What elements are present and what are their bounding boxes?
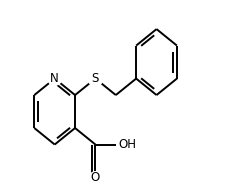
Circle shape — [89, 172, 101, 183]
Text: O: O — [90, 171, 100, 184]
Text: OH: OH — [118, 138, 136, 151]
Text: N: N — [50, 72, 59, 85]
Circle shape — [48, 72, 61, 85]
Text: S: S — [92, 72, 99, 85]
Circle shape — [88, 71, 102, 86]
